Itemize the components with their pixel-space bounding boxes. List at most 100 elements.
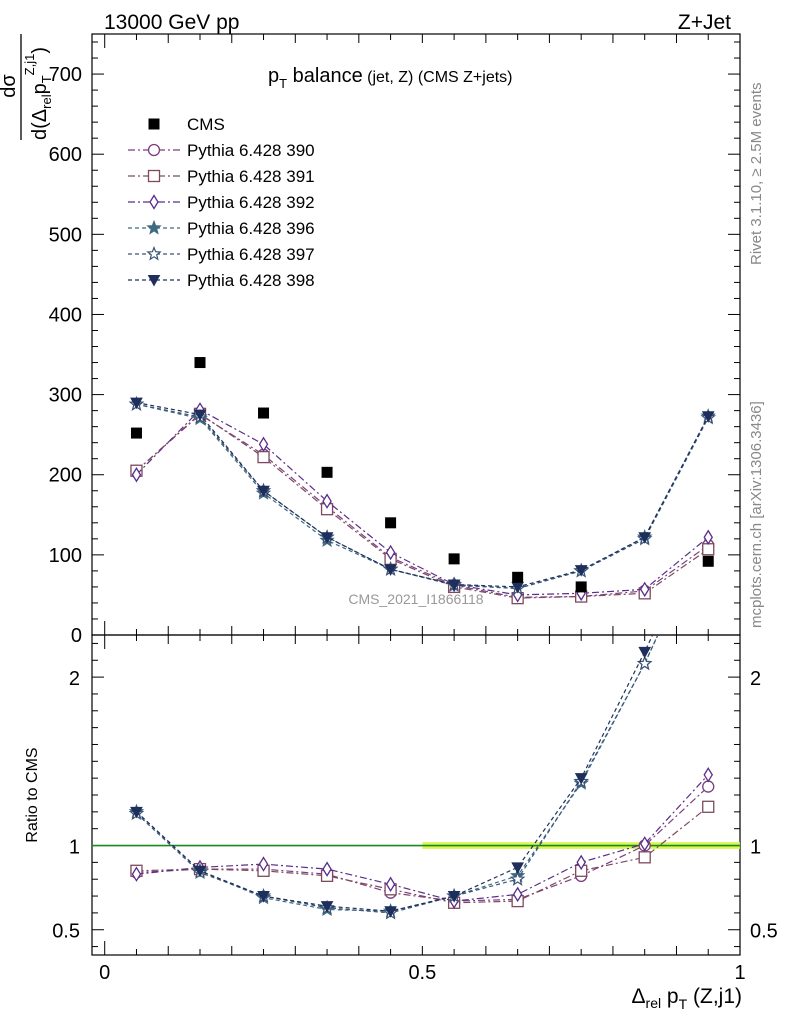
ratio-y-tick-label-right: 1 [750, 837, 761, 859]
legend-marker [146, 245, 162, 261]
main-series-point [257, 450, 270, 464]
ratio-series-point [702, 780, 715, 793]
main-series-point [702, 543, 715, 556]
legend-marker [147, 143, 161, 157]
cms-data-point [130, 427, 142, 439]
main-series-point [257, 485, 270, 498]
cms-data-point [512, 571, 524, 583]
ratio-series-point [702, 800, 715, 813]
ratio-series-line [136, 786, 709, 902]
header-right: Z+Jet [678, 11, 731, 34]
y-axis-label: dσ d(ΔrelpTZ,j1) [0, 34, 54, 140]
main-y-tick-label: 300 [49, 385, 82, 407]
ratio-series-point [576, 854, 586, 871]
y-label-den-p: p [29, 83, 51, 94]
main-y-tick-label: 0 [71, 625, 82, 647]
analysis-watermark: CMS_2021_I1866118 [348, 591, 483, 607]
main-series-point [320, 532, 334, 544]
ratio-series-line [136, 635, 659, 914]
x-label-delta: Δ [632, 985, 646, 1008]
ratio-series-point [193, 865, 207, 878]
ratio-series-point [574, 773, 588, 785]
legend-label: Pythia 6.428 392 [187, 193, 315, 212]
header-left: 13000 GeV pp [104, 11, 239, 34]
cms-data-point [448, 553, 460, 565]
main-series-point [574, 565, 588, 577]
ratio-series-line [136, 806, 709, 904]
ratio-plot-series [128, 635, 715, 920]
x-tick-label: 0.5 [408, 962, 436, 984]
ratio-plot-frame [91, 634, 741, 956]
main-y-tick-label: 500 [49, 224, 82, 246]
cms-data-point [258, 407, 270, 419]
main-series-point [193, 409, 207, 422]
main-series-point [385, 544, 396, 561]
legend-cms-marker [148, 118, 160, 130]
plot-title-small: (jet, Z) (CMS Z+jets) [363, 69, 513, 86]
ratio-y-label: Ratio to CMS [24, 747, 41, 842]
main-series-line [136, 409, 709, 596]
ratio-series-point [384, 906, 397, 918]
main-series-line [136, 403, 709, 590]
cms-data-point [702, 555, 714, 567]
x-label-rel: rel [646, 995, 662, 1011]
main-y-tick-label: 100 [49, 545, 82, 567]
ratio-series-point [703, 767, 713, 783]
legend-label: Pythia 6.428 397 [187, 245, 315, 264]
rivet-side-text: Rivet 3.1.10, ≥ 2.5M events [748, 83, 765, 266]
x-label-rest: (Z,j1) [687, 985, 742, 1008]
ratio-y-tick-label-right: 2 [750, 668, 761, 690]
ratio-series-point [636, 655, 653, 671]
y-label-numerator: dσ [0, 74, 20, 98]
main-series-line [136, 413, 709, 598]
legend-cms-label: CMS [187, 115, 225, 134]
ratio-y-tick-label-left: 0.5 [52, 921, 80, 943]
main-y-tick-label: 600 [49, 144, 82, 166]
legend-label: Pythia 6.428 398 [187, 271, 315, 290]
main-series-line [136, 413, 709, 599]
x-label-p: p [661, 985, 679, 1008]
x-label-T: T [679, 996, 688, 1012]
y-label-den-d: d(Δ [29, 109, 51, 140]
ratio-series-point [130, 806, 143, 819]
x-tick-label: 1 [734, 962, 745, 984]
plot-title-sub: T [279, 76, 287, 91]
ratio-y-tick-label-left: 2 [69, 668, 80, 690]
ratio-series-point [447, 891, 461, 903]
legend-marker [147, 275, 161, 287]
legend-marker [149, 194, 159, 210]
cms-data-point [194, 357, 206, 369]
ratio-y-tick-label-left: 1 [69, 837, 80, 859]
main-y-tick-label: 400 [49, 304, 82, 326]
cms-data-point [321, 466, 333, 478]
cms-data-point [385, 517, 397, 529]
legend-label: Pythia 6.428 396 [187, 219, 315, 238]
plot-title: pT balance (jet, Z) (CMS Z+jets) [268, 65, 512, 91]
main-series-point [130, 397, 143, 410]
ratio-y-tick-label-right: 0.5 [750, 921, 778, 943]
ratio-series-line [136, 635, 654, 912]
ratio-series-point [258, 856, 269, 872]
cms-data-point [575, 581, 587, 593]
legend-marker [147, 169, 161, 183]
main-y-tick-label: 700 [49, 64, 82, 86]
legend: CMS Pythia 6.428 390 Pythia 6.428 391 Pythi… [128, 115, 315, 290]
legend-marker [146, 219, 162, 235]
x-axis-label: Δrel pT (Z,j1) [632, 985, 743, 1012]
ratio-series-point [322, 861, 332, 877]
main-plot-series [128, 357, 716, 605]
y-label-den-sup: Z,j1 [22, 54, 37, 76]
legend-label: Pythia 6.428 391 [187, 167, 315, 186]
ratio-series-point [385, 876, 396, 893]
ratio-series-point [320, 901, 334, 913]
ratio-series-point [257, 891, 270, 903]
main-series-point [322, 493, 332, 509]
main-series-line [136, 402, 709, 588]
ratio-series-point [509, 871, 526, 886]
legend-label: Pythia 6.428 390 [187, 141, 315, 160]
main-series-line [136, 403, 709, 590]
main-y-tick-label: 200 [49, 465, 82, 487]
ratio-series-point [638, 851, 651, 864]
main-series-point [131, 466, 142, 483]
